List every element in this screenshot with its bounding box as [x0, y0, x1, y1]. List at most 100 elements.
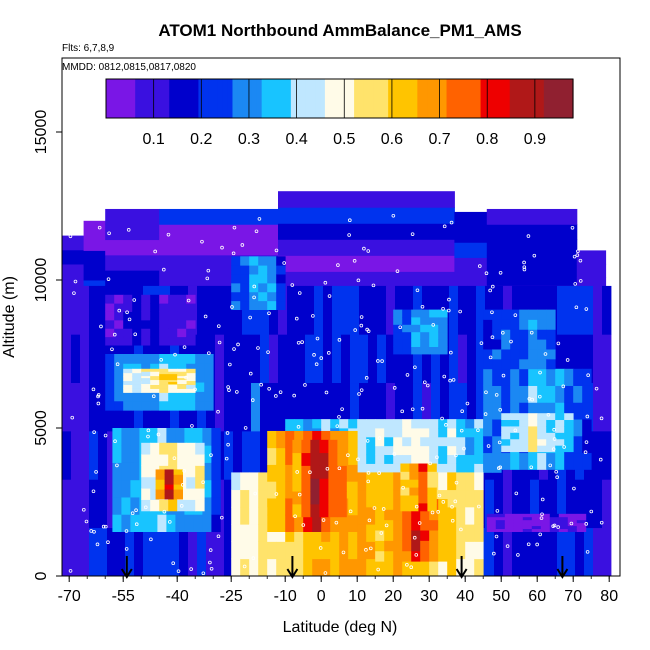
- heatmap-cell: [348, 541, 358, 560]
- heatmap-cell: [393, 317, 403, 325]
- heatmap-cell: [411, 530, 421, 541]
- sample-dot: [561, 384, 566, 389]
- heatmap-cell: [486, 516, 497, 521]
- heatmap-cell: [285, 447, 295, 465]
- heatmap-cell: [141, 499, 151, 512]
- sample-dot: [235, 390, 239, 394]
- sample-dot: [540, 497, 545, 502]
- heatmap-cell: [242, 285, 252, 335]
- sample-dot: [104, 524, 108, 529]
- heatmap-cell: [150, 465, 160, 478]
- sample-dot: [477, 264, 482, 268]
- heatmap-cell: [231, 524, 241, 542]
- heatmap-cell: [269, 382, 279, 432]
- heatmap-cell: [440, 334, 450, 384]
- heatmap-cell: [195, 363, 205, 374]
- heatmap-cell: [393, 509, 403, 521]
- heatmap-cell: [375, 445, 385, 456]
- heatmap-cell: [242, 430, 252, 480]
- heatmap-cell: [116, 527, 126, 576]
- heatmap-cell: [139, 428, 149, 446]
- heatmap-cell: [310, 503, 320, 518]
- heatmap-cell: [402, 317, 412, 325]
- sample-dot: [498, 465, 503, 470]
- colorbar-tick-label: 0.5: [333, 131, 355, 148]
- heatmap-cell: [62, 235, 85, 251]
- heatmap-cell: [98, 430, 108, 480]
- sample-dot: [326, 351, 331, 355]
- heatmap-cell: [549, 516, 560, 521]
- heatmap-cell: [357, 558, 367, 576]
- sample-dot: [130, 511, 135, 516]
- heatmap-cell: [513, 528, 524, 532]
- heatmap-cell: [584, 285, 594, 335]
- heatmap-cell: [105, 254, 160, 271]
- heatmap-cell: [555, 419, 565, 427]
- heatmap-cell: [150, 328, 160, 338]
- heatmap-cell: [231, 291, 241, 302]
- heatmap-cell: [575, 527, 585, 576]
- sample-dot: [340, 407, 344, 411]
- heatmap-cell: [123, 376, 133, 382]
- sample-dot: [146, 428, 151, 433]
- heatmap-cell: [150, 354, 160, 364]
- heatmap-cell: [531, 525, 542, 530]
- heatmap-cell: [366, 463, 376, 473]
- sample-dot: [513, 313, 518, 317]
- sample-dot: [127, 317, 132, 322]
- colorbar-swatch: [130, 79, 136, 118]
- heatmap-cell: [202, 445, 212, 463]
- heatmap-cell: [602, 334, 612, 384]
- heatmap-cell: [177, 400, 187, 411]
- sample-dot: [498, 407, 503, 412]
- heatmap-cell: [531, 516, 542, 521]
- sample-dot: [124, 529, 129, 533]
- heatmap-cell: [321, 541, 331, 560]
- heatmap-cell: [123, 380, 133, 385]
- heatmap-cell: [411, 309, 421, 318]
- heatmap-cell: [211, 497, 221, 515]
- heatmap-cell: [528, 319, 538, 330]
- heatmap-cell: [107, 527, 117, 576]
- heatmap-cell: [80, 527, 90, 576]
- heatmap-cell: [495, 519, 506, 524]
- heatmap-cell: [420, 436, 430, 447]
- heatmap-cell: [267, 514, 277, 532]
- heatmap-cell: [375, 419, 385, 429]
- heatmap-cell: [411, 558, 421, 576]
- heatmap-cell: [303, 541, 313, 560]
- sample-dot: [584, 440, 589, 444]
- colorbar-swatch: [140, 79, 146, 118]
- sample-dot: [530, 397, 534, 402]
- heatmap-cell: [148, 428, 158, 446]
- heatmap-cell: [555, 385, 565, 403]
- heatmap-cell: [573, 419, 583, 437]
- heatmap-cell: [294, 524, 304, 542]
- sample-dot: [312, 353, 316, 357]
- heatmap-cell: [159, 224, 279, 241]
- heatmap-cell: [155, 474, 165, 480]
- heatmap-cell: [337, 491, 347, 505]
- sample-dot: [172, 456, 177, 460]
- heatmap-cell: [557, 285, 567, 335]
- heatmap-cell: [231, 274, 241, 284]
- heatmap-cell: [305, 382, 315, 432]
- sample-dot: [225, 431, 230, 435]
- colorbar-swatch: [417, 79, 423, 118]
- sample-dot: [318, 546, 323, 550]
- sample-dot: [274, 248, 279, 253]
- heatmap-cell: [558, 528, 569, 532]
- heatmap-cell: [258, 291, 268, 302]
- sample-dot: [208, 548, 213, 552]
- heatmap-cell: [366, 489, 376, 508]
- heatmap-cell: [582, 419, 592, 437]
- heatmap-cell: [141, 379, 151, 383]
- heatmap-cell: [130, 462, 140, 481]
- heatmap-cell: [375, 519, 385, 531]
- sample-dot: [392, 452, 397, 456]
- heatmap-cell: [224, 527, 234, 576]
- sample-dot: [505, 544, 510, 548]
- heatmap-cell: [510, 319, 520, 330]
- heatmap-cell: [438, 346, 448, 355]
